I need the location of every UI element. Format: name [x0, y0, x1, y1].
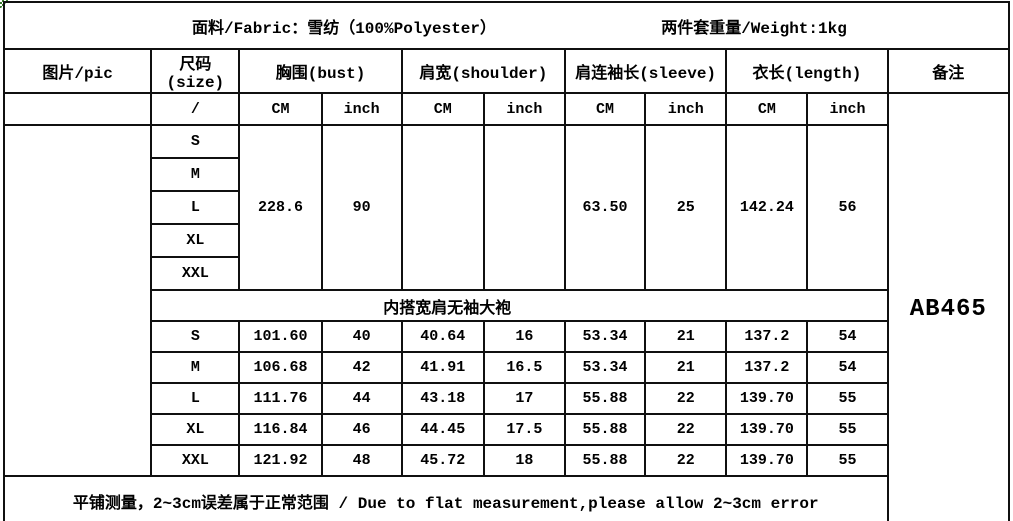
col-header-sleeve: 肩连袖长(sleeve): [563, 48, 728, 94]
s2-length-inch-value: 55: [806, 382, 889, 415]
remark-value: AB465: [886, 92, 1011, 521]
s1-shoulder-inch-value: [482, 124, 566, 291]
s2-sleeve-cm-value: 55.88: [563, 382, 647, 415]
s2-shoulder-inch-value: 18: [482, 444, 566, 477]
length-cm-subheader: CM: [725, 92, 809, 126]
s2-shoulder-inch-value: 17: [482, 382, 566, 415]
s2-sleeve-inch-value: 22: [644, 382, 728, 415]
s2-bust-cm-value: 106.68: [238, 351, 323, 384]
col-header-size: 尺码(size): [150, 48, 241, 94]
s2-bust-inch-value: 44: [320, 382, 403, 415]
table-row: XXL 121.92 48 45.72 18 55.88 22 139.70 5…: [4, 444, 1009, 477]
s2-length-cm-value: 137.2: [725, 351, 809, 384]
s2-bust-cm-value: 121.92: [238, 444, 323, 477]
s2-shoulder-cm-value: 44.45: [400, 413, 485, 446]
s2-length-cm-value: 139.70: [725, 444, 809, 477]
s2-length-inch-value: 55: [806, 413, 889, 446]
col-header-length: 衣长(length): [725, 48, 889, 94]
col-header-shoulder: 肩宽(shoulder): [400, 48, 566, 94]
s1-bust-inch-value: 90: [320, 124, 403, 291]
s2-sleeve-cm-value: 55.88: [563, 444, 647, 477]
s2-size-label: L: [150, 382, 241, 415]
s1-length-inch-value: 56: [806, 124, 889, 291]
s2-shoulder-cm-value: 43.18: [400, 382, 485, 415]
s2-sleeve-inch-value: 22: [644, 413, 728, 446]
s2-shoulder-inch-value: 16.5: [482, 351, 566, 384]
product-photo-cell: [2, 124, 153, 477]
shoulder-inch-subheader: inch: [482, 92, 566, 126]
s2-size-label: M: [150, 351, 241, 384]
s2-shoulder-cm-value: 40.64: [400, 320, 485, 353]
table-row: S 101.60 40 40.64 16 53.34 21 137.2 54: [4, 320, 1009, 353]
s1-sleeve-cm-value: 63.50: [563, 124, 647, 291]
s2-bust-inch-value: 42: [320, 351, 403, 384]
s2-sleeve-cm-value: 55.88: [563, 413, 647, 446]
s1-sleeve-inch-value: 25: [644, 124, 728, 291]
bust-cm-subheader: CM: [238, 92, 323, 126]
measurement-note: 平铺测量，2~3cm误差属于正常范围 / Due to flat measure…: [3, 475, 889, 521]
table-row: XL 116.84 46 44.45 17.5 55.88 22 139.70 …: [4, 413, 1009, 446]
s2-size-label: XXL: [150, 444, 241, 477]
bust-inch-subheader: inch: [320, 92, 403, 126]
s2-sleeve-inch-value: 21: [644, 320, 728, 353]
s1-size-label: L: [150, 190, 241, 225]
s2-sleeve-cm-value: 53.34: [563, 351, 647, 384]
s2-bust-cm-value: 111.76: [238, 382, 323, 415]
s2-sleeve-inch-value: 21: [644, 351, 728, 384]
s2-shoulder-cm-value: 45.72: [400, 444, 485, 477]
inner-robe-divider: 内搭宽肩无袖大袍: [150, 289, 889, 322]
s2-size-label: S: [150, 320, 241, 353]
shoulder-cm-subheader: CM: [400, 92, 485, 126]
col-header-remark: 备注: [886, 48, 1011, 94]
s2-bust-inch-value: 48: [320, 444, 403, 477]
s1-size-label: M: [150, 157, 241, 192]
s2-length-cm-value: 137.2: [725, 320, 809, 353]
sleeve-cm-subheader: CM: [563, 92, 647, 126]
s1-shoulder-cm-value: [400, 124, 485, 291]
s2-length-inch-value: 54: [806, 320, 889, 353]
s2-length-cm-value: 139.70: [725, 382, 809, 415]
s2-bust-cm-value: 116.84: [238, 413, 323, 446]
table-row: L 111.76 44 43.18 17 55.88 22 139.70 55: [4, 382, 1009, 415]
size-subheader-slash: /: [150, 92, 241, 126]
s2-length-cm-value: 139.70: [725, 413, 809, 446]
s2-shoulder-inch-value: 16: [482, 320, 566, 353]
s2-sleeve-cm-value: 53.34: [563, 320, 647, 353]
s2-length-inch-value: 55: [806, 444, 889, 477]
s1-size-label: S: [150, 124, 241, 159]
s2-shoulder-inch-value: 17.5: [482, 413, 566, 446]
s1-size-label: XXL: [150, 256, 241, 291]
s1-length-cm-value: 142.24: [725, 124, 809, 291]
s2-bust-inch-value: 40: [320, 320, 403, 353]
s2-bust-inch-value: 46: [320, 413, 403, 446]
pic-subheader-empty: [2, 92, 153, 126]
col-header-pic: 图片/pic: [2, 48, 153, 94]
fabric-label: 面料/Fabric：雪纺（100%Polyester）: [191, 19, 497, 38]
length-inch-subheader: inch: [806, 92, 889, 126]
s2-shoulder-cm-value: 41.91: [400, 351, 485, 384]
inner-robe-divider-label: 内搭宽肩无袖大袍: [383, 299, 512, 318]
weight-label: 两件套重量/Weight:1kg: [661, 19, 847, 38]
s2-bust-cm-value: 101.60: [238, 320, 323, 353]
col-header-bust: 胸围(bust): [238, 48, 403, 94]
s2-length-inch-value: 54: [806, 351, 889, 384]
s1-bust-cm-value: 228.6: [238, 124, 323, 291]
fabric-weight-band: 面料/Fabric：雪纺（100%Polyester） 两件套重量/Weight…: [3, 1, 1010, 50]
s2-size-label: XL: [150, 413, 241, 446]
table-row: M 106.68 42 41.91 16.5 53.34 21 137.2 54: [4, 351, 1009, 384]
s2-sleeve-inch-value: 22: [644, 444, 728, 477]
sleeve-inch-subheader: inch: [644, 92, 728, 126]
s1-size-label: XL: [150, 223, 241, 258]
